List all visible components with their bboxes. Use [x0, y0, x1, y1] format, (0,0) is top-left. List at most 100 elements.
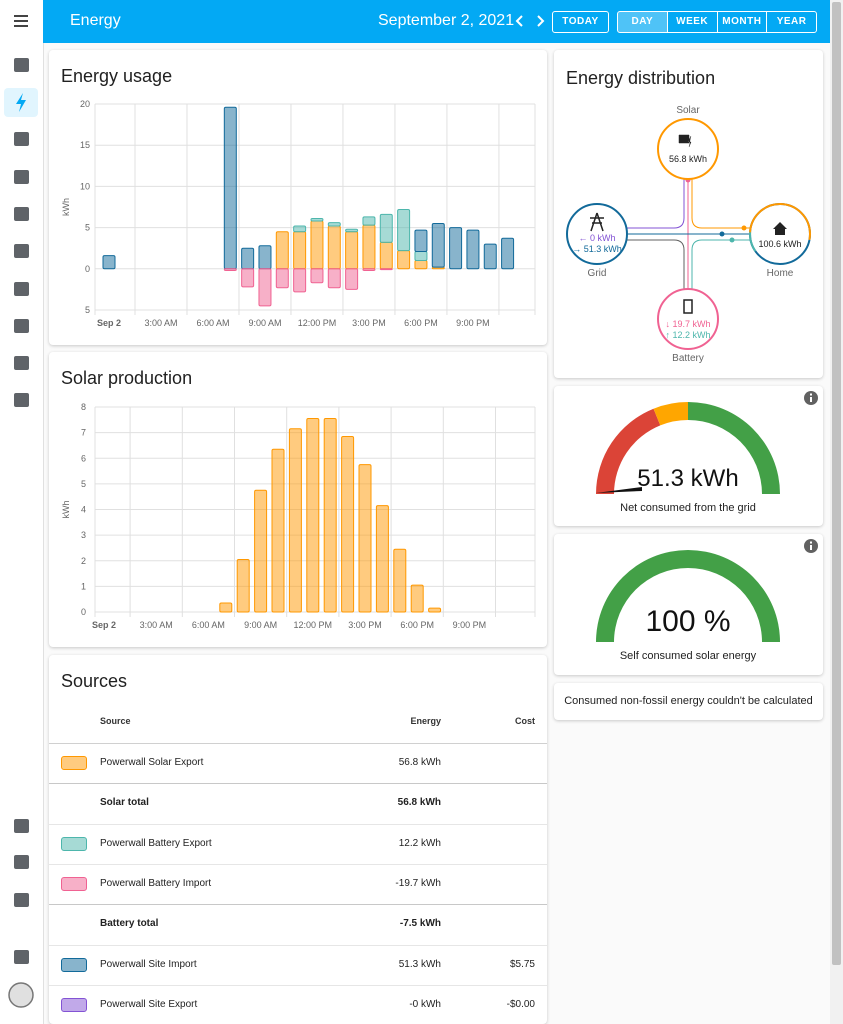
- gauge-segment: [596, 550, 780, 642]
- today-button[interactable]: TODAY: [552, 11, 609, 33]
- bar: [327, 225, 341, 270]
- nav-icon[interactable]: [14, 819, 29, 833]
- x-tick-label: 12:00 PM: [294, 620, 333, 630]
- y-tick-label: 0: [81, 607, 86, 617]
- nav-icon[interactable]: [14, 893, 29, 907]
- x-tick-label: 12:00 PM: [298, 318, 337, 328]
- bar: [397, 250, 411, 270]
- color-swatch: [61, 957, 87, 972]
- menu-button[interactable]: [14, 15, 28, 27]
- column-header: Energy: [410, 716, 441, 726]
- home-icon: [773, 222, 787, 235]
- node-label: Solar: [676, 105, 700, 116]
- bar: [358, 464, 372, 613]
- y-tick-label: 10: [80, 181, 90, 191]
- period-button[interactable]: YEAR: [766, 12, 816, 32]
- bar: [414, 260, 428, 270]
- y-tick-label: 3: [81, 530, 86, 540]
- color-swatch: [61, 836, 87, 851]
- bar: [102, 255, 116, 270]
- period-button[interactable]: MONTH: [716, 12, 767, 32]
- bar: [293, 231, 307, 270]
- node-value: 56.8 kWh: [669, 154, 707, 164]
- node-value: 100.6 kWh: [758, 239, 801, 249]
- bar: [223, 106, 237, 270]
- cell-energy: -0 kWh: [409, 998, 441, 1010]
- bar: [327, 268, 341, 289]
- bar: [466, 229, 480, 270]
- nav-icon[interactable]: [14, 244, 29, 258]
- cell-source: Battery total: [100, 918, 159, 930]
- bar: [241, 247, 255, 270]
- y-tick-label: 4: [81, 505, 86, 515]
- period-button[interactable]: DAY: [618, 12, 667, 32]
- x-tick-label: 9:00 AM: [244, 620, 277, 630]
- flow-dot: [729, 237, 735, 243]
- nav-icon[interactable]: [14, 282, 29, 296]
- row-divider: [49, 984, 547, 986]
- bar: [431, 222, 445, 268]
- x-tick-label: 9:00 PM: [453, 620, 487, 630]
- card-title: Energy distribution: [566, 68, 716, 88]
- bar: [341, 435, 355, 613]
- bar: [362, 224, 376, 270]
- info-button[interactable]: [804, 391, 818, 405]
- next-button[interactable]: [537, 15, 545, 27]
- flow-line: [691, 179, 750, 229]
- cell-source: Powerwall Site Export: [100, 998, 198, 1010]
- cell-cost: $5.75: [509, 958, 535, 970]
- nav-icon[interactable]: [14, 950, 29, 964]
- gauge-card: 51.3 kWh Net consumed from the grid: [554, 386, 823, 526]
- gauge-value: 51.3 kWh: [637, 465, 738, 492]
- nav-icon[interactable]: [14, 855, 29, 869]
- nav-icon[interactable]: [14, 319, 29, 333]
- cell-energy: -7.5 kWh: [399, 918, 441, 930]
- column-header: Source: [100, 716, 131, 726]
- period-button[interactable]: WEEK: [666, 12, 717, 32]
- prev-button[interactable]: [515, 15, 523, 27]
- node-circle: [657, 288, 719, 350]
- user-avatar[interactable]: [8, 982, 34, 1008]
- nav-icon[interactable]: [14, 356, 29, 370]
- nav-icon[interactable]: [14, 170, 29, 184]
- date-label: September 2, 2021: [378, 12, 515, 29]
- y-tick-label: 2: [81, 556, 86, 566]
- flow-dot: [719, 231, 725, 237]
- chart: 5 0 5 10 15 20 kWh Sep 2 3:00 AM 6:00 AM 9:00 AM 12…: [61, 99, 536, 328]
- info-icon-dot: [810, 541, 812, 544]
- x-tick-label: 6:00 PM: [400, 620, 434, 630]
- bar: [236, 558, 250, 613]
- node-label: Home: [767, 268, 794, 279]
- nav-icon[interactable]: [14, 58, 29, 72]
- y-tick-label: 15: [80, 140, 90, 150]
- solar-production-card: Solar production 0 1 2 3 4 5 6 7 8 kWh Sep 2 3:00 AM…: [49, 352, 547, 647]
- y-tick-label: 20: [80, 99, 90, 109]
- gauge-card: 100 % Self consumed solar energy: [554, 534, 823, 675]
- y-axis-label: kWh: [61, 501, 71, 519]
- card-title: Sources: [61, 671, 128, 691]
- card-title: Solar production: [61, 368, 193, 388]
- flow-line: [627, 179, 685, 229]
- bar: [258, 245, 272, 270]
- nav-icon[interactable]: [14, 393, 29, 407]
- color-swatch: [61, 756, 87, 770]
- gauge-segment: [688, 402, 780, 494]
- bar: [375, 505, 389, 613]
- info-button[interactable]: [804, 539, 818, 553]
- nav-icon[interactable]: [14, 132, 29, 146]
- y-tick-label: 8: [81, 402, 86, 412]
- bar: [288, 428, 302, 613]
- cell-energy: 56.8 kWh: [398, 757, 441, 768]
- scrollbar-thumb: [832, 2, 841, 965]
- row-divider: [49, 944, 547, 946]
- energy-icon[interactable]: [16, 93, 26, 112]
- cell-source: Solar total: [100, 797, 149, 809]
- top-bar: Energy September 2, 2021 TODAY DAY WEEK MONTH…: [43, 0, 830, 43]
- nav-icon[interactable]: [14, 207, 29, 221]
- node-value: ↑ 12.2 kWh: [665, 330, 710, 340]
- header-divider: [49, 743, 547, 744]
- gauge-label: Self consumed solar energy: [620, 650, 757, 662]
- node-value: → 51.3 kWh: [572, 244, 622, 254]
- bar: [271, 448, 285, 613]
- info-icon-dot: [810, 393, 812, 396]
